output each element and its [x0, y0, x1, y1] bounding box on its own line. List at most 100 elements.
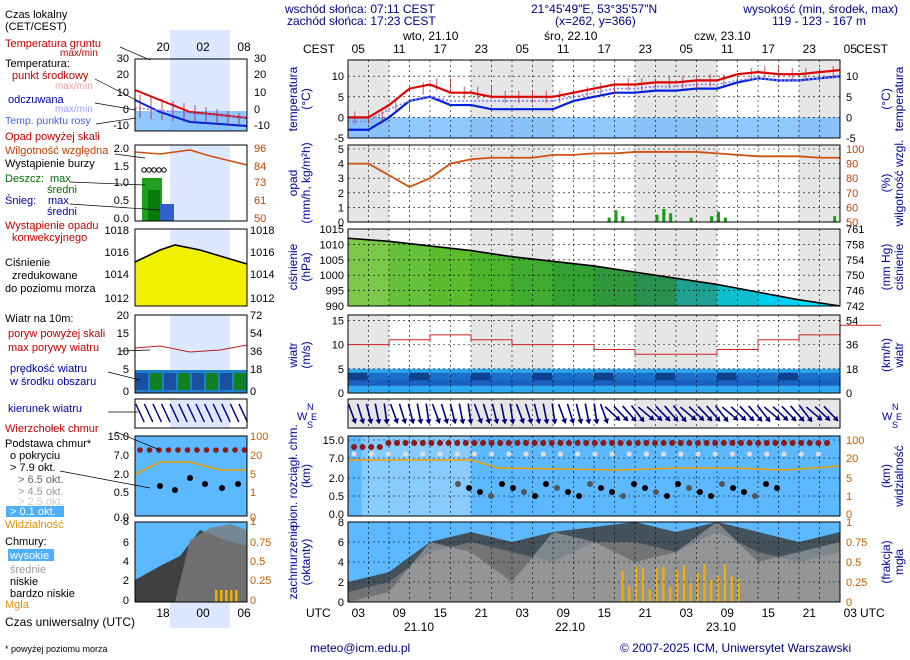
- compass-e: E: [311, 412, 317, 422]
- cloud-frame: [347, 435, 841, 517]
- cloud-base-dot: [642, 485, 648, 491]
- legend-cloud-top: [137, 447, 143, 453]
- legend-rain-label: Deszcz:: [5, 173, 44, 185]
- wind-arrow-head: [732, 415, 739, 421]
- rain-bar: [662, 208, 666, 222]
- coords: 21°45'49"E, 53°35'57"N: [531, 2, 657, 16]
- legend-cover-ytick: 6: [123, 537, 129, 549]
- legend-cloud-top-label: Wierzchołek chmur: [5, 423, 99, 435]
- legend-wind-cell: [234, 373, 246, 390]
- legend-winddir-label: kierunek wiatru: [8, 403, 82, 415]
- wind-arrow-head: [561, 418, 567, 424]
- visibility-ytick: 0: [846, 509, 852, 521]
- cloud-top-dot: [591, 440, 598, 446]
- cloud-base-dot: [697, 489, 703, 495]
- stripe: [553, 145, 594, 222]
- grid-coords: (x=262, y=366): [555, 14, 636, 28]
- cover-ytick: 2: [338, 577, 344, 589]
- temp-ytick-r: 0: [846, 112, 852, 124]
- cover-ytick: 0: [338, 597, 344, 609]
- legend-cover-vlow: bardzo niskie: [10, 588, 75, 600]
- wind-speed-cell: [778, 372, 798, 381]
- rain-bar: [607, 217, 611, 222]
- hour-tick-bottom: 09: [721, 606, 735, 620]
- legend-precip-above: Opad powyżej skali: [5, 131, 100, 143]
- wind-arrow-head: [690, 415, 697, 421]
- hour-tick-top: 11: [721, 42, 734, 56]
- cloud-top-dot-light: [712, 451, 718, 457]
- legend-cloud-base: [235, 481, 241, 487]
- legend-conv-label: Wystąpienie opadu: [5, 220, 98, 232]
- hour-tick-top: 17: [762, 42, 776, 56]
- cloud-base-dot: [455, 481, 461, 487]
- legend-cover-ytick: 8: [123, 516, 129, 528]
- legend-temp-ytick: 0: [123, 104, 129, 116]
- legend-wind-arrow: [152, 403, 163, 423]
- fog-bar: [696, 572, 699, 602]
- cloud-top-dot: [626, 440, 633, 446]
- wind-arrow-head: [477, 418, 483, 424]
- rain-bar: [655, 214, 659, 222]
- legend-fog-bar: [235, 590, 238, 602]
- legend-cover-mid: [175, 524, 247, 602]
- wind-arrow-head: [551, 419, 558, 425]
- cloud-axis-label: pion. rozciągł. chm.: [286, 424, 300, 527]
- legend-temp-ytick-r: 10: [254, 87, 266, 99]
- legend-temp-mid-label: punkt środkowy: [12, 70, 89, 82]
- cloud-base-dot: [598, 485, 604, 491]
- temp-ytick: 0: [338, 112, 344, 124]
- cloud-top-dot-light: [764, 451, 770, 457]
- cloud-top-dot: [781, 440, 787, 446]
- wind-speed-cell: [737, 372, 757, 381]
- legend-cloud-top: [213, 447, 219, 453]
- cloud-top-dot: [703, 440, 710, 446]
- precip-ytick: 5: [338, 144, 344, 156]
- wind-arrow-head: [367, 418, 374, 425]
- legend-temp-ytick: 20: [117, 69, 129, 81]
- pressure-area: [471, 250, 512, 306]
- stripe: [635, 145, 676, 222]
- wind-arrow-head: [577, 418, 584, 425]
- cloud-top-dot: [798, 440, 805, 446]
- wind-arrow-head: [698, 415, 705, 422]
- legend-connector: [59, 470, 151, 489]
- legend-frame: [134, 58, 248, 132]
- hour-tick-bottom: 15: [598, 606, 612, 620]
- cloud-top-dot-light: [437, 451, 443, 457]
- legend-humidity-ytick: 84: [254, 161, 266, 173]
- cloud-top-dot: [385, 440, 392, 446]
- cloud-top-dot: [677, 440, 684, 446]
- cloud-top-dot: [557, 440, 564, 446]
- wind-arrow-head: [443, 418, 450, 425]
- pressure-ytick: 1015: [320, 224, 344, 236]
- legend-pressure-ytick-r: 1016: [250, 247, 274, 259]
- legend-wind-cell: [220, 373, 232, 390]
- precip-axis-unit: (mm/h, kg/m²h): [299, 142, 313, 223]
- legend-cloud-45: > 4.5 okt.: [18, 486, 64, 498]
- cloud-top-dot-light: [661, 451, 667, 457]
- cloud-base-dot: [554, 485, 560, 491]
- pressure-frame: [347, 228, 841, 307]
- legend-wind-cell: [206, 373, 218, 390]
- cloud-top-dot-light: [420, 451, 426, 457]
- cloud-top-dot-light: [385, 451, 391, 457]
- legend-cloud-ytick: 0.0: [114, 512, 129, 524]
- legend-visibility: [134, 461, 247, 475]
- legend-connector: [69, 203, 161, 211]
- cloud-base-dot: [565, 489, 571, 495]
- wind-arrow-head: [451, 418, 458, 425]
- legend-connector: [69, 181, 146, 186]
- compass-n: N: [892, 402, 899, 412]
- legend-frame: [134, 435, 248, 517]
- cloud-top-dot-light: [798, 451, 804, 457]
- rain-bar: [717, 211, 720, 222]
- cloud-base-dot: [477, 489, 483, 495]
- legend-fog-ytick: 1: [250, 516, 256, 528]
- legend-wind-arrow: [195, 403, 206, 423]
- wind-speed-cell: [573, 372, 593, 381]
- legend-temp-title: Temperatura:: [5, 58, 70, 70]
- legend-storm-dot: [151, 167, 157, 173]
- precip-ytick: 2: [338, 188, 344, 200]
- hour-tick-bottom: 03: [352, 606, 366, 620]
- hour-tick-top: 23: [475, 42, 489, 56]
